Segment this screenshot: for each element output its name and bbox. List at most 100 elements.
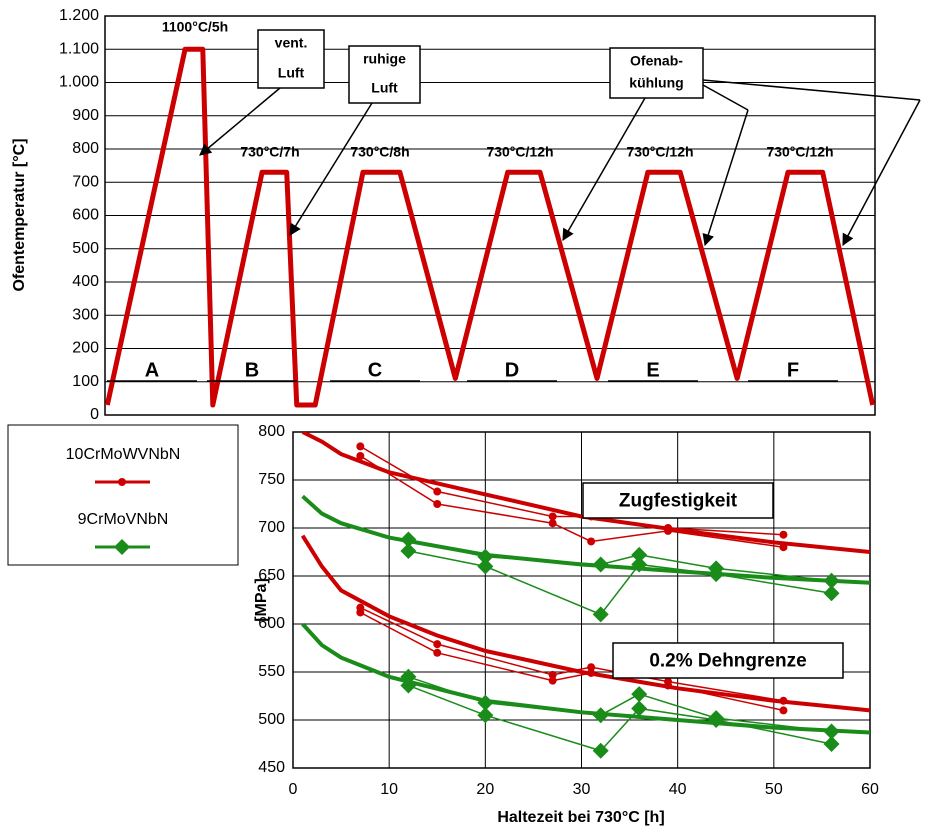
y-tick-label: 300: [72, 306, 99, 323]
annotation: ruhige: [363, 51, 406, 67]
y-tick-label: 600: [72, 207, 99, 224]
temperature-line: [104, 46, 876, 408]
phase-label: D: [505, 359, 519, 381]
x-tick-label: 50: [765, 781, 783, 798]
data-point: [779, 706, 788, 715]
annotation: 730°C/12h: [766, 144, 833, 160]
annotation: 730°C/12h: [626, 144, 693, 160]
data-point: [664, 526, 673, 535]
data-point: [592, 556, 609, 573]
y-tick-label: 700: [72, 173, 99, 190]
data-point: [631, 686, 648, 703]
annotation-box: [612, 642, 844, 679]
data-point: [356, 442, 365, 451]
data-point: [664, 681, 673, 690]
annotation: 730°C/7h: [240, 144, 299, 160]
annotation: Luft: [278, 65, 305, 81]
data-line: [408, 550, 832, 616]
annotation: kühlung: [629, 75, 683, 91]
data-line: [359, 455, 784, 548]
data-point: [477, 558, 494, 575]
data-point: [477, 707, 494, 724]
data-line: [359, 607, 784, 702]
legend-label: 10CrMoWVNbN: [66, 446, 181, 463]
data-point: [779, 696, 788, 705]
data-point: [592, 707, 609, 724]
data-point: [587, 537, 596, 546]
x-tick-label: 40: [669, 781, 687, 798]
plot-frame: [104, 15, 876, 416]
data-point: [548, 676, 557, 685]
arrow: [289, 102, 373, 237]
data-line: [359, 611, 784, 712]
arrow: [702, 109, 749, 247]
data-point: [823, 736, 840, 752]
data-point: [779, 543, 788, 552]
y-tick-label: 1.100: [59, 40, 99, 57]
y-tick-label: 450: [258, 759, 285, 776]
data-point: [587, 663, 596, 672]
y-tick-label: 900: [72, 107, 99, 124]
data-point: [433, 500, 442, 508]
x-tick-label: 10: [380, 781, 398, 798]
y-tick-label: 700: [258, 519, 285, 536]
annotation-box: [609, 47, 704, 99]
y-tick-label: 100: [72, 373, 99, 390]
data-point: [631, 556, 648, 573]
x-tick-label: 30: [573, 781, 591, 798]
fit-curve: [300, 534, 870, 713]
phase-label: F: [787, 359, 799, 381]
data-point: [400, 677, 417, 694]
x-axis-title: Haltezeit bei 730°C [h]: [497, 809, 664, 826]
legend-marker: [118, 478, 126, 486]
annotation-box: [582, 482, 774, 519]
annotation: Ofenab-: [630, 53, 683, 69]
data-point: [477, 694, 494, 711]
y-tick-label: 1.000: [59, 74, 99, 91]
phase-label: E: [646, 359, 659, 381]
annotation: 0.2% Dehngrenze: [649, 651, 806, 672]
y-tick-label: 750: [258, 471, 285, 488]
plot-frame: [292, 431, 871, 769]
data-point: [433, 648, 442, 657]
arrow: [842, 99, 921, 247]
x-tick-label: 60: [861, 781, 879, 798]
data-line: [408, 538, 832, 582]
annotation-box: [257, 29, 325, 89]
y-tick-label: 600: [258, 615, 285, 632]
annotation: Luft: [371, 80, 398, 96]
annotation: 730°C/8h: [350, 144, 409, 160]
data-point: [433, 640, 442, 649]
y-tick-label: 800: [72, 140, 99, 157]
arrow-leader: [702, 84, 749, 111]
arrow-leader: [702, 79, 921, 101]
data-point: [548, 670, 557, 679]
y-tick-label: 800: [258, 423, 285, 440]
legend-label: 9CrMoVNbN: [78, 511, 169, 528]
data-point: [631, 700, 648, 717]
data-point: [779, 530, 788, 539]
data-point: [592, 606, 609, 623]
y-tick-label: 1.200: [59, 7, 99, 24]
x-tick-label: 20: [476, 781, 494, 798]
annotation-box: [348, 45, 421, 104]
annotation: vent.: [275, 35, 308, 51]
arrow: [199, 87, 281, 156]
x-tick-label: 0: [289, 781, 298, 798]
data-point: [823, 572, 840, 589]
data-point: [433, 487, 442, 496]
data-point: [356, 608, 365, 617]
data-point: [708, 712, 725, 728]
y-tick-label: 650: [258, 567, 285, 584]
data-line: [408, 684, 832, 752]
data-point: [400, 531, 417, 548]
data-point: [587, 668, 596, 677]
y-tick-label: 550: [258, 663, 285, 680]
y-axis-title: Ofentemperatur [°C]: [11, 138, 28, 291]
data-point: [400, 668, 417, 685]
data-point: [477, 548, 494, 565]
data-point: [548, 519, 557, 528]
data-point: [356, 452, 365, 460]
y-tick-label: 0: [90, 406, 99, 423]
data-point: [823, 585, 840, 602]
